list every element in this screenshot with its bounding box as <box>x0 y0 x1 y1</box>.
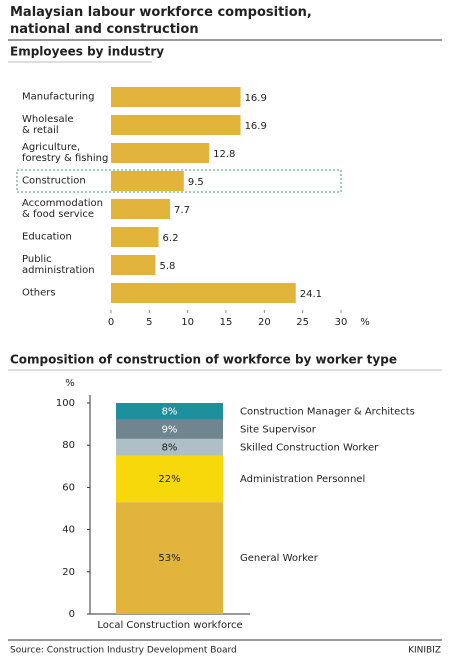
x-axis-label: % <box>360 317 370 328</box>
x-tick-label: 20 <box>258 317 271 328</box>
category-label: Local Construction workforce <box>97 620 242 631</box>
y-tick-label: 0 <box>69 609 75 620</box>
value-label: 6.2 <box>163 233 179 244</box>
bar <box>111 227 159 247</box>
bar <box>111 199 171 219</box>
category-label: Construction <box>22 175 86 187</box>
y-axis-label: % <box>65 378 75 389</box>
legend-label: Site Supervisor <box>240 424 317 435</box>
category-label: Agriculture, forestry & fishing <box>22 142 109 164</box>
bar <box>111 143 210 163</box>
y-tick-label: 40 <box>62 525 75 536</box>
value-label: 12.8 <box>213 149 235 160</box>
x-tick-label: 15 <box>220 317 233 328</box>
y-tick-label: 100 <box>56 398 75 409</box>
y-tick-label: 60 <box>62 482 75 493</box>
section-title: Employees by industry <box>10 45 164 59</box>
value-label: 22% <box>158 474 180 485</box>
bar <box>111 171 184 191</box>
bar-segment <box>116 403 223 420</box>
bar-segment <box>116 455 223 503</box>
bar-segment <box>116 502 223 614</box>
x-tick-label: 30 <box>335 317 348 328</box>
y-tick-label: 80 <box>62 440 75 451</box>
highlight-box <box>16 169 342 193</box>
legend-label: General Worker <box>240 553 319 564</box>
category-label: Accommodation & food service <box>22 198 104 220</box>
source: Source: Construction Industry Developmen… <box>10 646 237 656</box>
value-label: 24.1 <box>300 289 322 300</box>
bar <box>111 283 296 303</box>
x-tick-label: 10 <box>181 317 194 328</box>
value-label: 8% <box>162 406 178 417</box>
value-label: 7.7 <box>174 205 190 216</box>
brand: KINIBIZ <box>408 646 441 656</box>
y-tick-label: 20 <box>62 567 75 578</box>
x-tick-label: 0 <box>108 317 114 328</box>
bar-segment <box>116 419 223 439</box>
category-label: Education <box>22 231 72 243</box>
x-tick-label: 5 <box>146 317 152 328</box>
legend-label: Skilled Construction Worker <box>240 442 379 453</box>
category-label: Manufacturing <box>22 91 95 103</box>
bar <box>111 115 241 135</box>
bar-segment <box>116 438 223 456</box>
value-label: 9.5 <box>188 177 204 188</box>
section-title: Composition of construction of workforce… <box>10 353 397 367</box>
category-label: Others <box>22 287 56 299</box>
bar <box>111 87 241 107</box>
page-title: Malaysian labour workforce composition, … <box>10 5 312 37</box>
legend-label: Construction Manager & Architects <box>240 406 415 417</box>
category-label: Wholesale & retail <box>22 114 74 136</box>
legend-label: Administration Personnel <box>240 474 365 485</box>
value-label: 53% <box>158 553 180 564</box>
bar <box>111 255 156 275</box>
value-label: 9% <box>162 424 178 435</box>
value-label: 16.9 <box>245 121 267 132</box>
x-tick-label: 25 <box>296 317 309 328</box>
value-label: 8% <box>162 442 178 453</box>
category-label: Public administration <box>22 254 95 276</box>
value-label: 16.9 <box>245 93 267 104</box>
value-label: 5.8 <box>159 261 175 272</box>
